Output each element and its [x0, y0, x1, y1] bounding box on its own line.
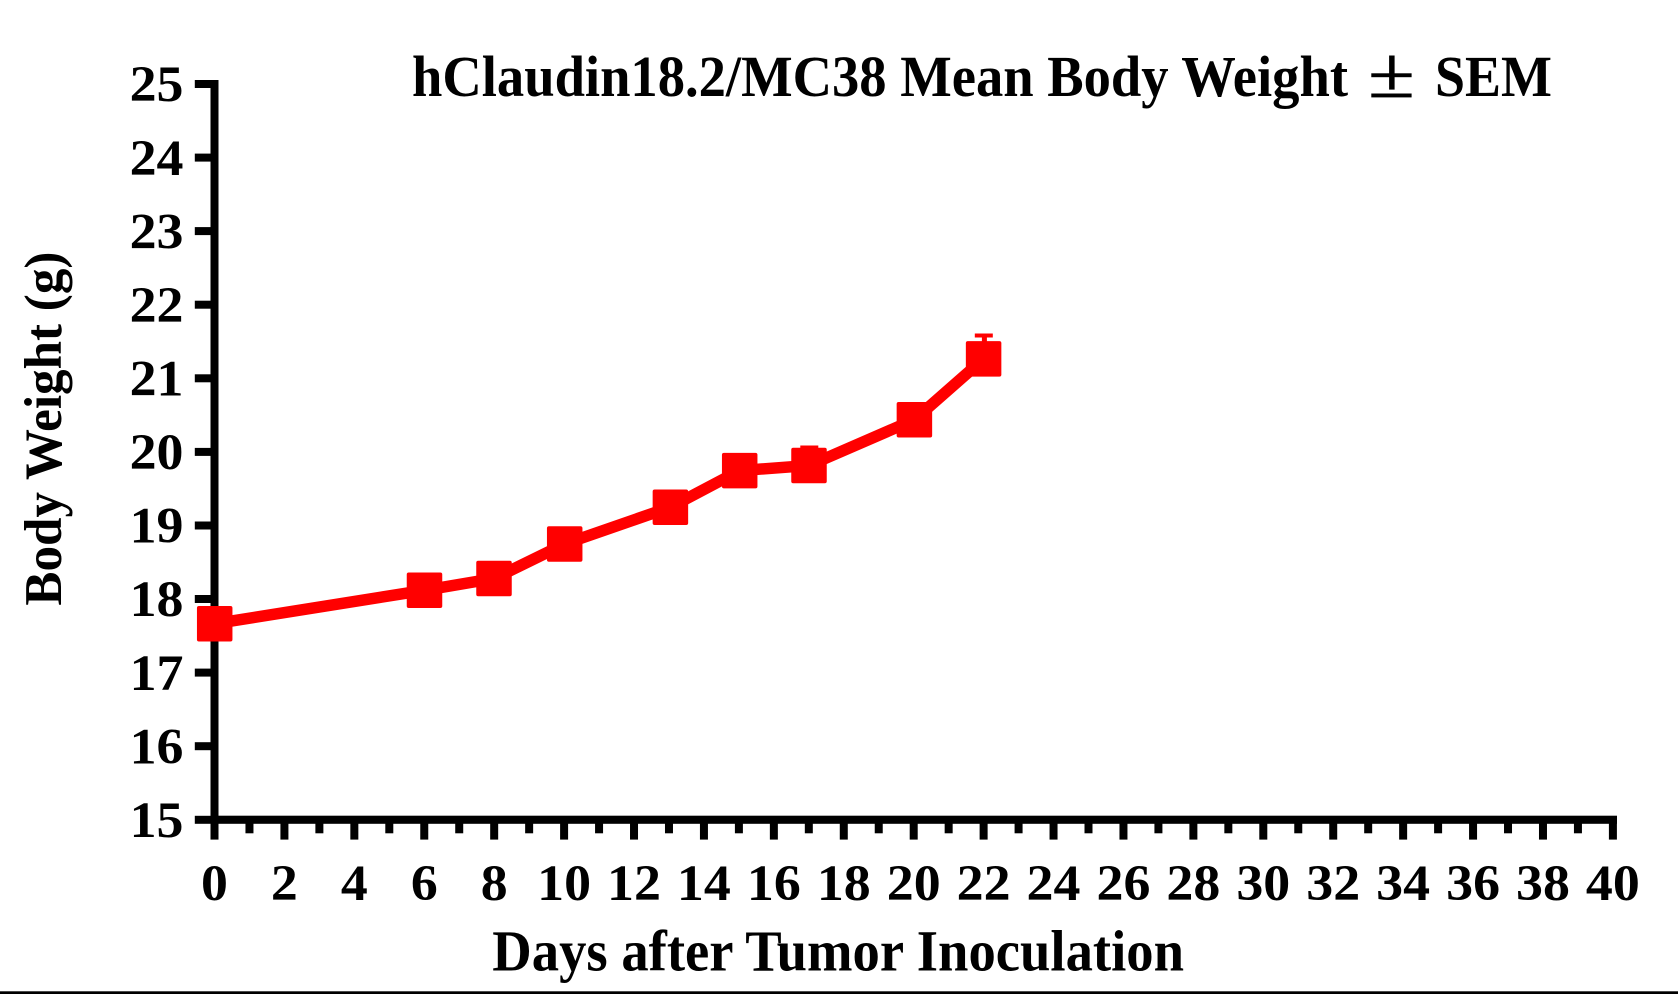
svg-text:32: 32 [1306, 856, 1360, 912]
svg-text:22: 22 [957, 856, 1011, 912]
svg-text:20: 20 [130, 425, 184, 481]
svg-text:23: 23 [130, 204, 184, 260]
svg-text:16: 16 [747, 856, 801, 912]
svg-text:30: 30 [1236, 856, 1290, 912]
svg-text:19: 19 [130, 499, 184, 555]
svg-text:15: 15 [130, 793, 184, 849]
svg-text:hClaudin18.2/MC38 Mean Body We: hClaudin18.2/MC38 Mean Body Weight [412, 44, 1349, 109]
svg-text:20: 20 [887, 856, 941, 912]
svg-text:21: 21 [130, 352, 184, 408]
svg-text:34: 34 [1376, 856, 1430, 912]
svg-text:25: 25 [130, 57, 184, 113]
svg-text:36: 36 [1446, 856, 1500, 912]
svg-text:18: 18 [817, 856, 871, 912]
svg-text:14: 14 [677, 856, 731, 912]
svg-text:26: 26 [1097, 856, 1151, 912]
svg-text:Body Weight (g): Body Weight (g) [15, 252, 73, 606]
svg-text:12: 12 [607, 856, 661, 912]
svg-text:28: 28 [1166, 856, 1220, 912]
svg-text:6: 6 [411, 856, 438, 912]
svg-text:38: 38 [1516, 856, 1570, 912]
svg-text:22: 22 [130, 278, 184, 334]
svg-text:2: 2 [271, 856, 298, 912]
svg-text:10: 10 [537, 856, 591, 912]
svg-text:24: 24 [1027, 856, 1081, 912]
svg-text:Days after Tumor Inoculation: Days after Tumor Inoculation [492, 918, 1184, 983]
svg-text:40: 40 [1586, 856, 1640, 912]
svg-text:17: 17 [130, 646, 184, 702]
svg-text:24: 24 [130, 131, 184, 187]
svg-text:0: 0 [201, 856, 228, 912]
svg-text:16: 16 [130, 719, 184, 775]
svg-text:18: 18 [130, 572, 184, 628]
svg-text:4: 4 [341, 856, 368, 912]
svg-text:SEM: SEM [1435, 44, 1552, 109]
svg-text:8: 8 [481, 856, 508, 912]
